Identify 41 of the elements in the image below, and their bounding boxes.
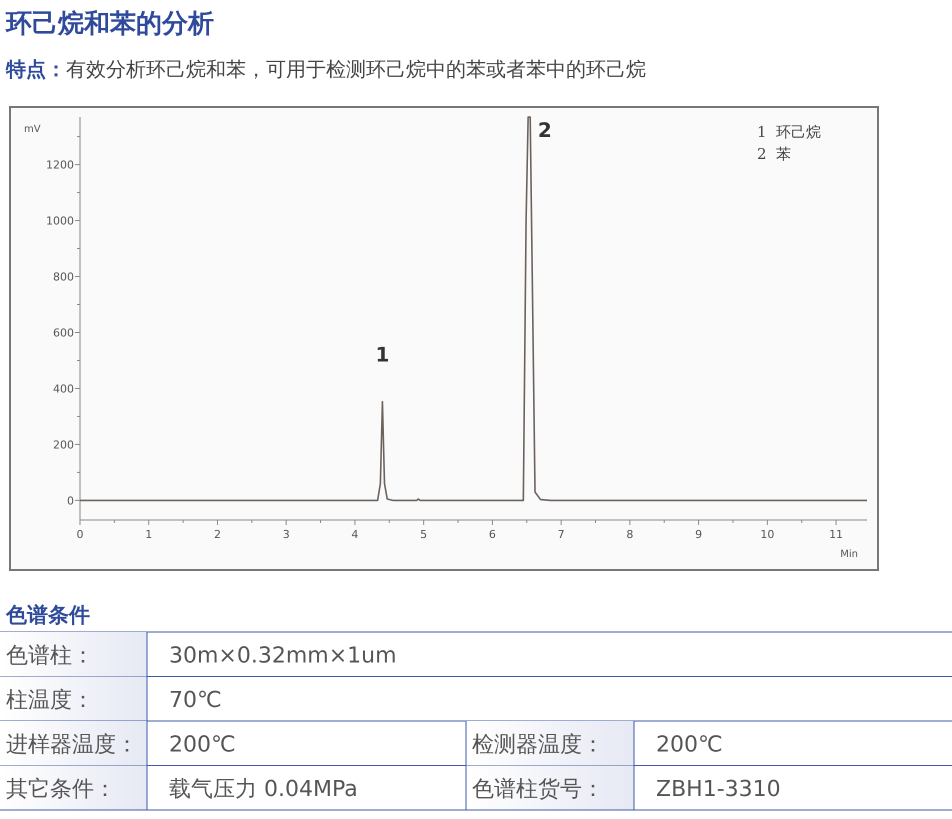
chart-subtitle: 特点：有效分析环己烷和苯，可用于检测环己烷中的苯或者苯中的环己烷 <box>5 57 646 81</box>
x-tick-label: 6 <box>488 528 496 541</box>
text: 其它条件： <box>6 776 116 802</box>
text: 色谱柱货号： <box>472 776 604 802</box>
annotation: 2 苯 <box>757 145 792 163</box>
x-tick-label: 1 <box>145 528 152 541</box>
chart-title: 环己烷和苯的分析 <box>5 9 214 39</box>
x-tick-label: 5 <box>420 528 428 541</box>
x-axis-title: Min <box>840 549 858 560</box>
text: 色谱柱： <box>6 643 94 668</box>
text: 柱温度： <box>6 688 94 713</box>
x-tick-label: 7 <box>558 528 565 541</box>
text: 载气压力 0.04MPa <box>169 776 358 802</box>
text: 色谱条件 <box>5 603 90 627</box>
x-tick-label: 9 <box>695 528 702 541</box>
x-tick-label: 10 <box>760 528 774 541</box>
y-tick-label: 0 <box>67 494 74 508</box>
x-tick-label: 0 <box>76 528 84 541</box>
y-tick-label: 400 <box>53 382 74 396</box>
text: 200℃ <box>656 732 723 758</box>
annotation: 1 环己烷 <box>757 123 822 141</box>
y-tick-label: 600 <box>53 326 74 340</box>
x-tick-label: 4 <box>351 528 358 541</box>
line-series <box>79 116 868 502</box>
y-tick-label: 800 <box>53 270 74 284</box>
y-tick-label: 1200 <box>46 158 74 172</box>
text: 检测器温度： <box>472 732 604 758</box>
x-tick-label: 2 <box>214 528 221 541</box>
x-tick-label: 3 <box>282 528 290 541</box>
y-axis-title: mV <box>24 124 41 135</box>
text: 进样器温度： <box>6 732 138 758</box>
y-tick-label: 1000 <box>46 214 74 228</box>
text: 200℃ <box>169 732 236 758</box>
y-tick-label: 200 <box>53 438 74 452</box>
x-tick-label: 8 <box>626 528 634 541</box>
text: 70℃ <box>169 688 222 713</box>
text: ZBH1-3310 <box>656 776 781 802</box>
annotation: 1 <box>375 342 390 367</box>
x-tick-label: 11 <box>829 528 844 541</box>
text: 30m×0.32mm×1um <box>169 643 397 668</box>
annotation: 2 <box>538 118 552 142</box>
